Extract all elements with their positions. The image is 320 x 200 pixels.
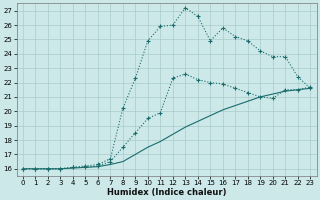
X-axis label: Humidex (Indice chaleur): Humidex (Indice chaleur): [107, 188, 226, 197]
